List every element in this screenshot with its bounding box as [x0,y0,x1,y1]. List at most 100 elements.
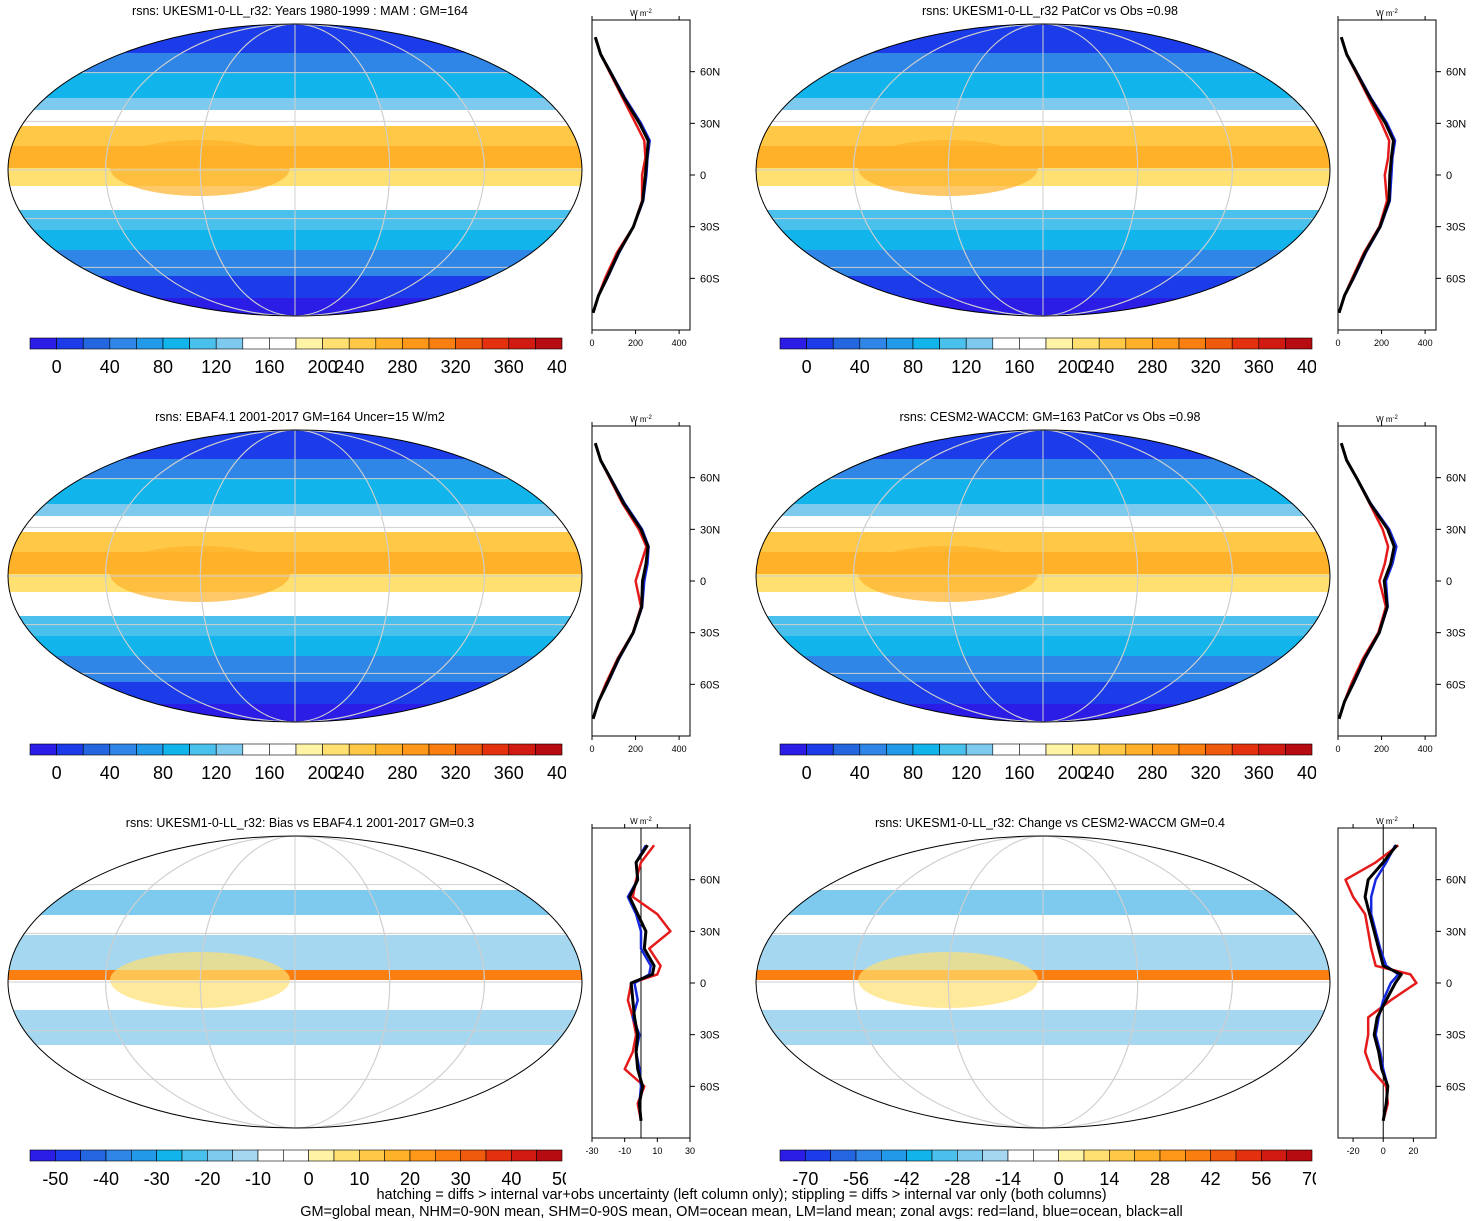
colorbar-tick-label: 360 [494,763,524,783]
colorbar-tick-label: 280 [387,763,417,783]
profile-y-tick-label: 60N [700,67,720,79]
colorbar-swatch [189,743,217,756]
colorbar-swatch [1007,1149,1034,1162]
colorbar-tick-label: 200 [308,763,338,783]
colorbar-swatch [939,743,967,756]
colorbar-swatch [257,1149,284,1162]
profile-unit-label: W m-2 [1376,415,1398,424]
colorbar-swatch [1231,743,1260,756]
profile-line-all [591,36,650,314]
colorbar-swatch [1285,337,1313,350]
colorbar-swatch [215,337,244,350]
panel-3-map [7,429,583,723]
profile-y-tick-label: 30N [700,926,720,938]
colorbar-swatch [1285,743,1313,756]
profile-y-tick-label: 60S [700,679,720,691]
profile-line-ocean [1337,36,1397,314]
panel-2-zonal-profile: W m-2 0 200 400 60N 30N 0 30S 60S [1335,9,1466,348]
colorbar-swatch [536,1149,563,1162]
map-field [8,836,582,1128]
colorbar-tick-label: -28 [944,1169,970,1189]
profile-x-tick-label: 200 [1374,338,1389,348]
colorbar-tick-label: -30 [144,1169,170,1189]
colorbar-tick-label: 120 [951,763,981,783]
colorbar-swatch [136,337,164,350]
colorbar-swatch [162,337,190,350]
colorbar-tick-label: 14 [1099,1169,1119,1189]
panel-5-map [7,835,583,1129]
colorbar-swatch [435,1149,461,1162]
colorbar-swatch [1125,743,1153,756]
colorbar-swatch [931,1149,958,1162]
colorbar-tick-label: -20 [194,1169,220,1189]
colorbar-swatch [886,337,914,350]
profile-y-tick-label: 30N [700,524,720,536]
colorbar-swatch [1261,1149,1287,1162]
colorbar-swatch [109,743,137,756]
profile-line-land [1337,442,1390,720]
colorbar-swatch [82,743,111,756]
panel-6-map [755,835,1331,1129]
colorbar-swatch [1258,337,1286,350]
map-field [756,430,1330,722]
colorbar-swatch [832,743,861,756]
colorbar-tick-label: 120 [201,357,231,377]
colorbar-swatch [912,337,940,350]
colorbar-swatch [1205,743,1233,756]
colorbar-tick-label: 40 [100,357,120,377]
colorbar-swatch [859,743,887,756]
profile-x-tick-label: 20 [1408,1146,1418,1156]
colorbar-swatch [82,337,111,350]
profile-y-tick-label: 60S [1446,273,1466,285]
colorbar-tick-label: -70 [792,1169,818,1189]
colorbar-tick-label: 280 [1137,763,1167,783]
colorbar-tick-label: 120 [201,763,231,783]
colorbar-swatch [912,743,940,756]
colorbar-tick-label: 40 [850,357,870,377]
profile-unit-label: W m-2 [630,9,652,18]
colorbar-swatch [131,1149,157,1162]
colorbar-swatch [1072,337,1100,350]
profile-line-all [628,844,656,1121]
colorbar-tick-label: 160 [1004,357,1034,377]
profile-y-tick-label: 30S [700,222,720,234]
colorbar-swatch [830,1149,857,1162]
colorbar-swatch [29,743,57,756]
colorbar-swatch [957,1149,983,1162]
colorbar-tick-label: 400 [547,763,566,783]
panel-5-title: rsns: UKESM1-0-LL_r32: Bias vs EBAF4.1 2… [125,816,475,830]
profile-y-tick-label: 60S [700,273,720,285]
colorbar-tick-label: 70 [1302,1169,1316,1189]
colorbar-tick-label: 40 [501,1169,521,1189]
colorbar-tick-label: -10 [245,1169,271,1189]
colorbar-swatch [359,1149,385,1162]
footer-line-1: hatching = diffs > internal var+obs unce… [376,1187,1107,1203]
profile-x-tick-label: 400 [672,744,687,754]
profile-x-tick-label: 0 [1335,338,1340,348]
profile-line-all [1363,844,1403,1122]
colorbar-swatch [242,743,270,756]
colorbar-swatch [1185,1149,1211,1162]
colorbar-swatch [207,1149,233,1162]
colorbar-tick-label: 360 [494,357,524,377]
colorbar-tick-label: 400 [1297,763,1316,783]
colorbar-swatch [402,743,430,756]
profile-y-tick-label: 0 [1446,576,1452,588]
colorbar-tick-label: 0 [1054,1169,1064,1189]
colorbar-swatch [1159,1149,1186,1162]
colorbar-swatch [481,337,510,350]
profile-x-tick-label: -30 [586,1146,599,1156]
colorbar-tick-label: 320 [441,357,471,377]
colorbar-swatch [855,1149,882,1162]
colorbar-swatch [215,743,244,756]
colorbar-tick-label: 240 [334,763,364,783]
colorbar-tick-label: 160 [254,763,284,783]
colorbar-tick-label: 200 [1058,357,1088,377]
colorbar-swatch [1205,337,1233,350]
profile-y-tick-label: 60N [700,875,720,887]
profile-y-tick-label: 60N [1446,67,1466,79]
colorbar-swatch [375,337,403,350]
profile-x-tick-label: 0 [589,338,594,348]
